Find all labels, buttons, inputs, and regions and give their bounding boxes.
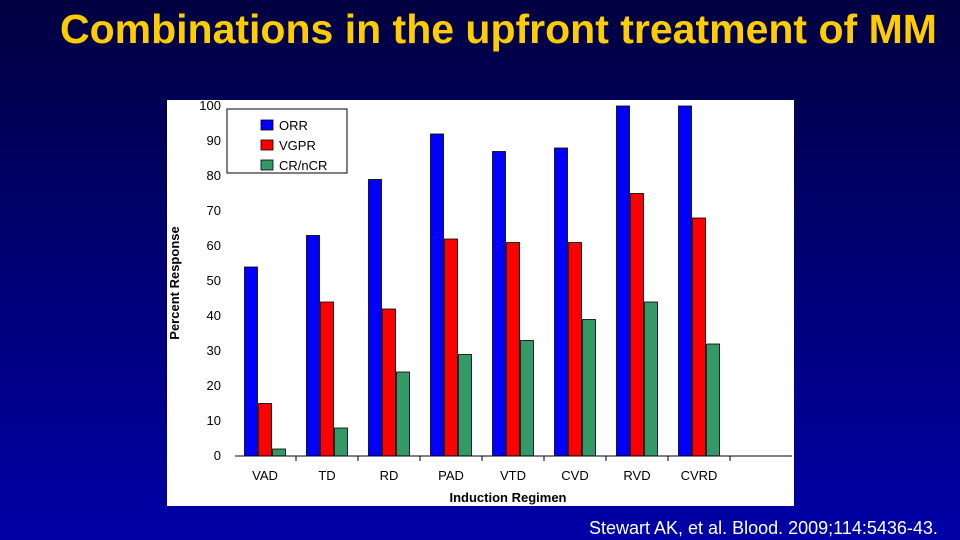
- y-tick-label: 30: [207, 343, 221, 358]
- legend-items: ORR VGPR CR/nCR: [260, 118, 327, 173]
- x-axis-ticks: VAD TD RD PAD VTD CVD RVD CVRD: [252, 456, 731, 483]
- bar-vgpr-vad: [258, 403, 272, 457]
- bar-orr-cvd: [554, 147, 568, 457]
- bar-cr-ncr-cvrd: [706, 343, 720, 457]
- x-tick-label: RD: [380, 468, 399, 483]
- bar-orr-vad: [244, 266, 258, 457]
- bar-orr-pad: [430, 133, 444, 457]
- x-tick-label: CVD: [561, 468, 588, 483]
- bar-vgpr-rd: [382, 308, 396, 457]
- slide-title: Combinations in the upfront treatment of…: [60, 6, 937, 52]
- bar-vgpr-cvd: [568, 242, 582, 457]
- bar-cr-ncr-vad: [272, 448, 286, 457]
- x-tick-label: PAD: [438, 468, 464, 483]
- bar-vgpr-vtd: [506, 242, 520, 457]
- y-tick-label: 20: [207, 378, 221, 393]
- legend-swatch: [260, 119, 274, 131]
- x-tick-label: TD: [318, 468, 335, 483]
- bar-cr-ncr-rd: [396, 371, 410, 457]
- x-tick-label: VAD: [252, 468, 278, 483]
- x-tick-label: VTD: [500, 468, 526, 483]
- bar-orr-td: [306, 235, 320, 457]
- chart-legend: ORR VGPR CR/nCR: [226, 108, 348, 174]
- legend-label: CR/nCR: [279, 158, 327, 173]
- bar-orr-rd: [368, 179, 382, 457]
- bar-vgpr-td: [320, 301, 334, 457]
- bar-cr-ncr-cvd: [582, 319, 596, 457]
- legend-label: ORR: [279, 118, 308, 133]
- y-tick-label: 40: [207, 308, 221, 323]
- legend-box: [226, 108, 348, 174]
- citation: Stewart AK, et al. Blood. 2009;114:5436-…: [589, 518, 938, 538]
- bar-orr-cvrd: [678, 105, 692, 457]
- bar-chart: 0 10 20 30 40 50 60 70 80 90 100 VAD TD RD PAD VTD CVD R…: [167, 100, 792, 505]
- bar-orr-vtd: [492, 151, 506, 457]
- bar-orr-rvd: [616, 105, 630, 457]
- x-axis-title: Induction Regimen: [450, 490, 567, 505]
- x-tick-label: CVRD: [681, 468, 718, 483]
- y-axis-ticks: 0 10 20 30 40 50 60 70 80 90 100: [199, 100, 221, 463]
- y-tick-label: 100: [199, 100, 221, 113]
- bar-cr-ncr-pad: [458, 354, 472, 457]
- bar-cr-ncr-vtd: [520, 340, 534, 457]
- y-tick-label: 90: [207, 133, 221, 148]
- bar-vgpr-pad: [444, 238, 458, 457]
- x-tick-label: RVD: [623, 468, 650, 483]
- bar-cr-ncr-td: [334, 427, 348, 457]
- y-axis-title: Percent Response: [167, 226, 182, 339]
- y-tick-label: 10: [207, 413, 221, 428]
- bar-vgpr-cvrd: [692, 217, 706, 457]
- chart-panel: 0 10 20 30 40 50 60 70 80 90 100 VAD TD RD PAD VTD CVD R…: [167, 100, 794, 506]
- y-tick-label: 0: [214, 448, 221, 463]
- legend-swatch: [260, 159, 274, 171]
- y-tick-label: 80: [207, 168, 221, 183]
- y-tick-label: 50: [207, 273, 221, 288]
- y-tick-label: 70: [207, 203, 221, 218]
- legend-swatch: [260, 139, 274, 151]
- y-tick-label: 60: [207, 238, 221, 253]
- bar-vgpr-rvd: [630, 193, 644, 457]
- bar-cr-ncr-rvd: [644, 301, 658, 457]
- bar-series: [244, 105, 720, 457]
- legend-label: VGPR: [279, 138, 316, 153]
